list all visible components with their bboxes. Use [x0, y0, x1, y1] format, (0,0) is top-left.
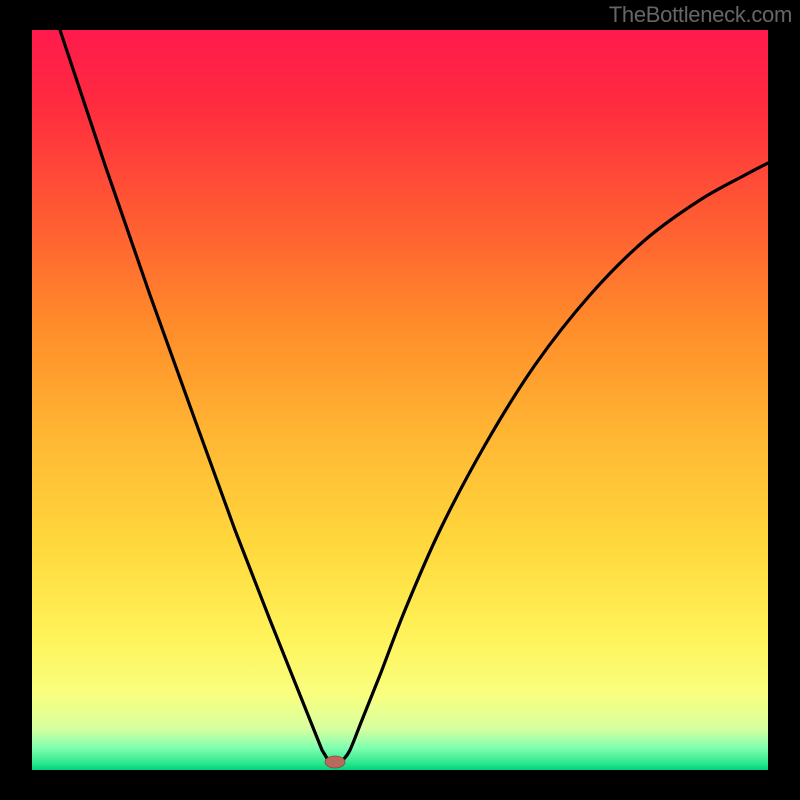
- chart-container: TheBottleneck.com: [0, 0, 800, 800]
- plot-background: [32, 30, 768, 770]
- chart-svg: [0, 0, 800, 800]
- watermark-text: TheBottleneck.com: [609, 2, 792, 28]
- minimum-marker: [325, 756, 345, 768]
